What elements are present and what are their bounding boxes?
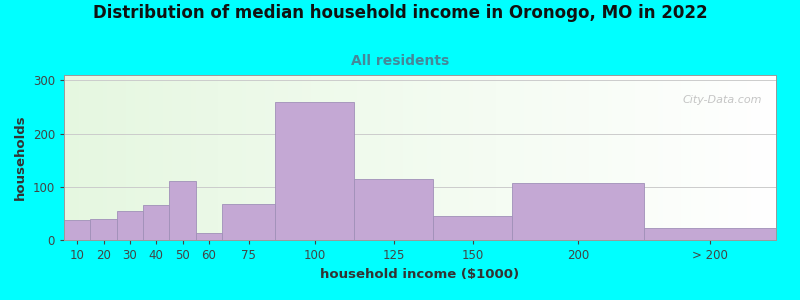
Bar [644,228,776,240]
Bar [222,204,275,240]
Bar [90,219,117,240]
Bar [117,211,143,240]
Bar [143,206,170,240]
Bar [64,220,90,240]
Text: City-Data.com: City-Data.com [682,95,762,105]
Bar [433,216,512,240]
Y-axis label: households: households [14,115,27,200]
X-axis label: household income ($1000): household income ($1000) [321,268,519,281]
Bar [170,182,196,240]
Text: All residents: All residents [351,54,449,68]
Bar [275,102,354,240]
Bar [196,233,222,240]
Bar [512,182,644,240]
Bar [354,179,433,240]
Text: Distribution of median household income in Oronogo, MO in 2022: Distribution of median household income … [93,4,707,22]
